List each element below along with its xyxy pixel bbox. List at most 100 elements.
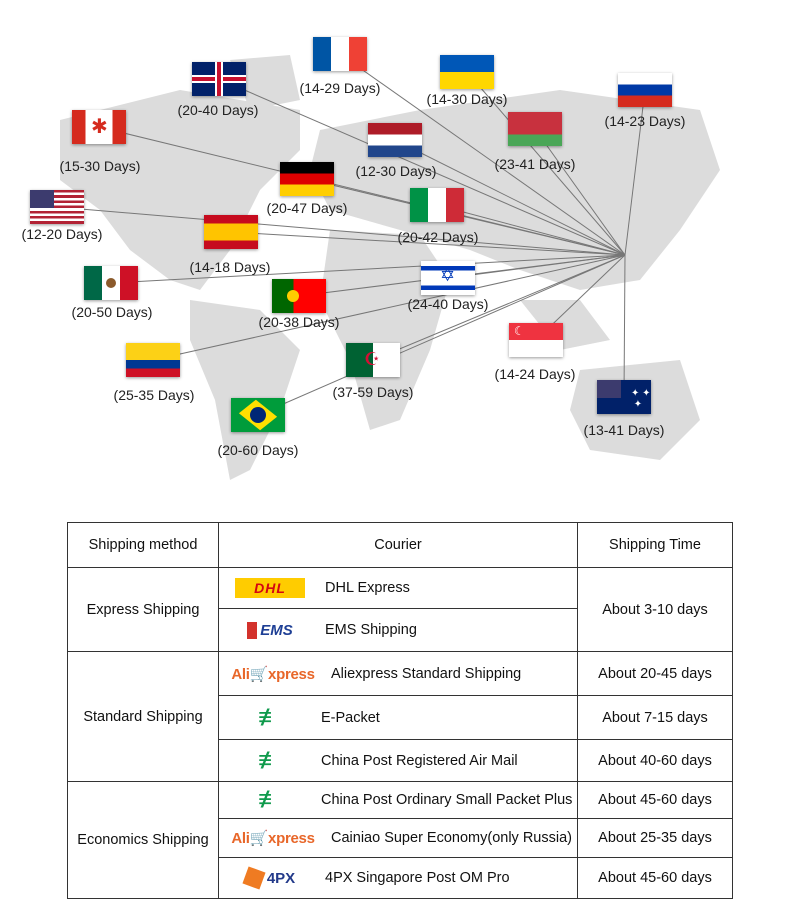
courier-cell: ≢ E-Packet (218, 695, 578, 740)
shipping-methods-table: Shipping method Courier Shipping Time Ex… (67, 522, 733, 899)
shipping-time-cell: About 20-45 days (577, 651, 733, 696)
courier-cell: Ali🛒xpress Cainiao Super Economy(only Rus… (218, 818, 578, 858)
flag-france-icon (313, 37, 367, 71)
delivery-time-label-netherlands: (12-30 Days) (355, 163, 437, 179)
delivery-time-label-italy: (20-42 Days) (397, 229, 479, 245)
courier-name: Cainiao Super Economy(only Russia) (331, 830, 572, 846)
delivery-time-label-portugal: (20-38 Days) (258, 314, 340, 330)
route-line (372, 254, 626, 361)
flag-singapore-icon: ☾ (509, 323, 563, 357)
table-row: Standard Shipping Ali🛒xpress Aliexpress St… (67, 651, 733, 782)
shipping-time-cell: About 25-35 days (577, 818, 733, 858)
china-post-logo-icon: ≢ (258, 703, 282, 731)
route-line (110, 254, 626, 284)
courier-name: E-Packet (321, 709, 380, 726)
courier-name: EMS Shipping (325, 622, 417, 638)
route-line (447, 254, 626, 279)
flag-russia-icon (618, 73, 672, 107)
route-line (230, 231, 626, 256)
delivery-time-label-singapore: (14-24 Days) (494, 366, 576, 382)
header-shipping-method: Shipping method (67, 522, 219, 568)
courier-cell: EMS EMS Shipping (218, 608, 578, 652)
courier-name: DHL Express (325, 580, 410, 596)
flag-spain-icon (204, 215, 258, 249)
shipping-time-cell: About 45-60 days (577, 781, 733, 819)
route-line (257, 254, 626, 416)
flag-portugal-icon (272, 279, 326, 313)
route-line (339, 53, 626, 256)
aliexpress-logo: Ali🛒xpress (231, 830, 315, 847)
flag-australia-icon: ✦ ✦ ✦ (597, 380, 651, 414)
china-post-logo-icon: ≢ (258, 786, 282, 813)
delivery-time-label-ukraine: (14-30 Days) (426, 91, 508, 107)
delivery-time-label-germany: (20-47 Days) (266, 200, 348, 216)
delivery-time-label-israel: (24-40 Days) (407, 296, 489, 312)
world-shipping-map: (20-40 Days) (14-29 Days) (14-30 Days) (14-… (21, 37, 720, 480)
flag-colombia-icon (126, 343, 180, 377)
delivery-time-label-brazil: (20-60 Days) (217, 442, 299, 458)
table-row: Ali🛒xpress Cainiao Super Economy(only Rus… (68, 818, 733, 858)
delivery-time-label-colombia: (25-35 Days) (113, 387, 195, 403)
shipping-time-cell: About 40-60 days (577, 739, 733, 782)
shipping-time-cell: About 3-10 days (577, 567, 733, 652)
delivery-time-label-usa: (12-20 Days) (21, 226, 103, 242)
delivery-time-label-france: (14-29 Days) (299, 80, 381, 96)
table-row: Economics Shipping ≢ China Post Ordinary S… (67, 781, 733, 899)
flag-brazil-icon (231, 398, 285, 432)
delivery-time-label-uk: (20-40 Days) (177, 102, 259, 118)
flag-mexico-icon (84, 266, 138, 300)
table-row: Express Shipping DHL DHL Express About 3-10… (67, 567, 733, 652)
ems-logo: EMS (247, 621, 293, 639)
courier-cell: DHL DHL Express (218, 567, 578, 609)
courier-name: 4PX Singapore Post OM Pro (325, 870, 510, 886)
delivery-time-label-spain: (14-18 Days) (189, 259, 271, 275)
shipping-time-cell: About 45-60 days (577, 857, 733, 899)
route-line (152, 254, 626, 361)
delivery-time-label-australia: (13-41 Days) (583, 422, 665, 438)
delivery-time-label-russia: (14-23 Days) (604, 113, 686, 129)
route-line (218, 78, 626, 256)
aliexpress-logo: Ali🛒xpress (231, 665, 315, 683)
flag-uk-icon (192, 62, 246, 96)
route-line (466, 71, 626, 256)
header-courier: Courier (218, 522, 578, 568)
method-cell: Express Shipping (67, 567, 219, 652)
route-line (306, 178, 626, 256)
flag-belarus-icon (508, 112, 562, 146)
delivery-time-label-belarus: (23-41 Days) (494, 156, 576, 172)
shipping-time-cell: About 7-15 days (577, 695, 733, 740)
route-line (56, 206, 626, 256)
dhl-logo: DHL (235, 578, 305, 598)
table-header-row: Shipping method Courier Shipping Time (67, 522, 733, 568)
delivery-time-label-mexico: (20-50 Days) (71, 304, 153, 320)
table-row: ≢ China Post Registered Air Mail About 40-… (68, 739, 733, 782)
courier-name: Aliexpress Standard Shipping (331, 665, 522, 682)
route-line (623, 254, 626, 398)
flag-germany-icon (280, 162, 334, 196)
courier-name: China Post Ordinary Small Packet Plus (321, 792, 573, 808)
flag-israel-icon: ✡ (421, 261, 475, 295)
flag-netherlands-icon (368, 123, 422, 157)
4px-logo: 4PX (242, 866, 295, 890)
flag-italy-icon (410, 188, 464, 222)
route-line (394, 139, 626, 256)
route-line (534, 128, 626, 256)
method-cell: Economics Shipping (67, 781, 219, 899)
delivery-time-label-algeria: (37-59 Days) (332, 384, 414, 400)
courier-cell: 4PX 4PX Singapore Post OM Pro (218, 857, 578, 899)
method-cell: Standard Shipping (67, 651, 219, 782)
courier-name: China Post Registered Air Mail (321, 752, 518, 769)
route-line (436, 204, 626, 256)
courier-cell: ≢ China Post Registered Air Mail (218, 739, 578, 782)
header-shipping-time: Shipping Time (577, 522, 733, 568)
china-post-logo-icon: ≢ (258, 746, 282, 774)
flag-algeria-icon: ☪ (346, 343, 400, 377)
flag-usa-icon (30, 190, 84, 224)
flag-ukraine-icon (440, 55, 494, 89)
table-row: 4PX 4PX Singapore Post OM Pro About 45-60 … (68, 857, 733, 899)
courier-cell: Ali🛒xpress Aliexpress Standard Shipping (218, 651, 578, 696)
table-row: ≢ E-Packet About 7-15 days (68, 695, 733, 740)
route-line (624, 89, 646, 256)
delivery-time-label-canada: (15-30 Days) (59, 158, 141, 174)
courier-cell: ≢ China Post Ordinary Small Packet Plus (218, 781, 578, 819)
